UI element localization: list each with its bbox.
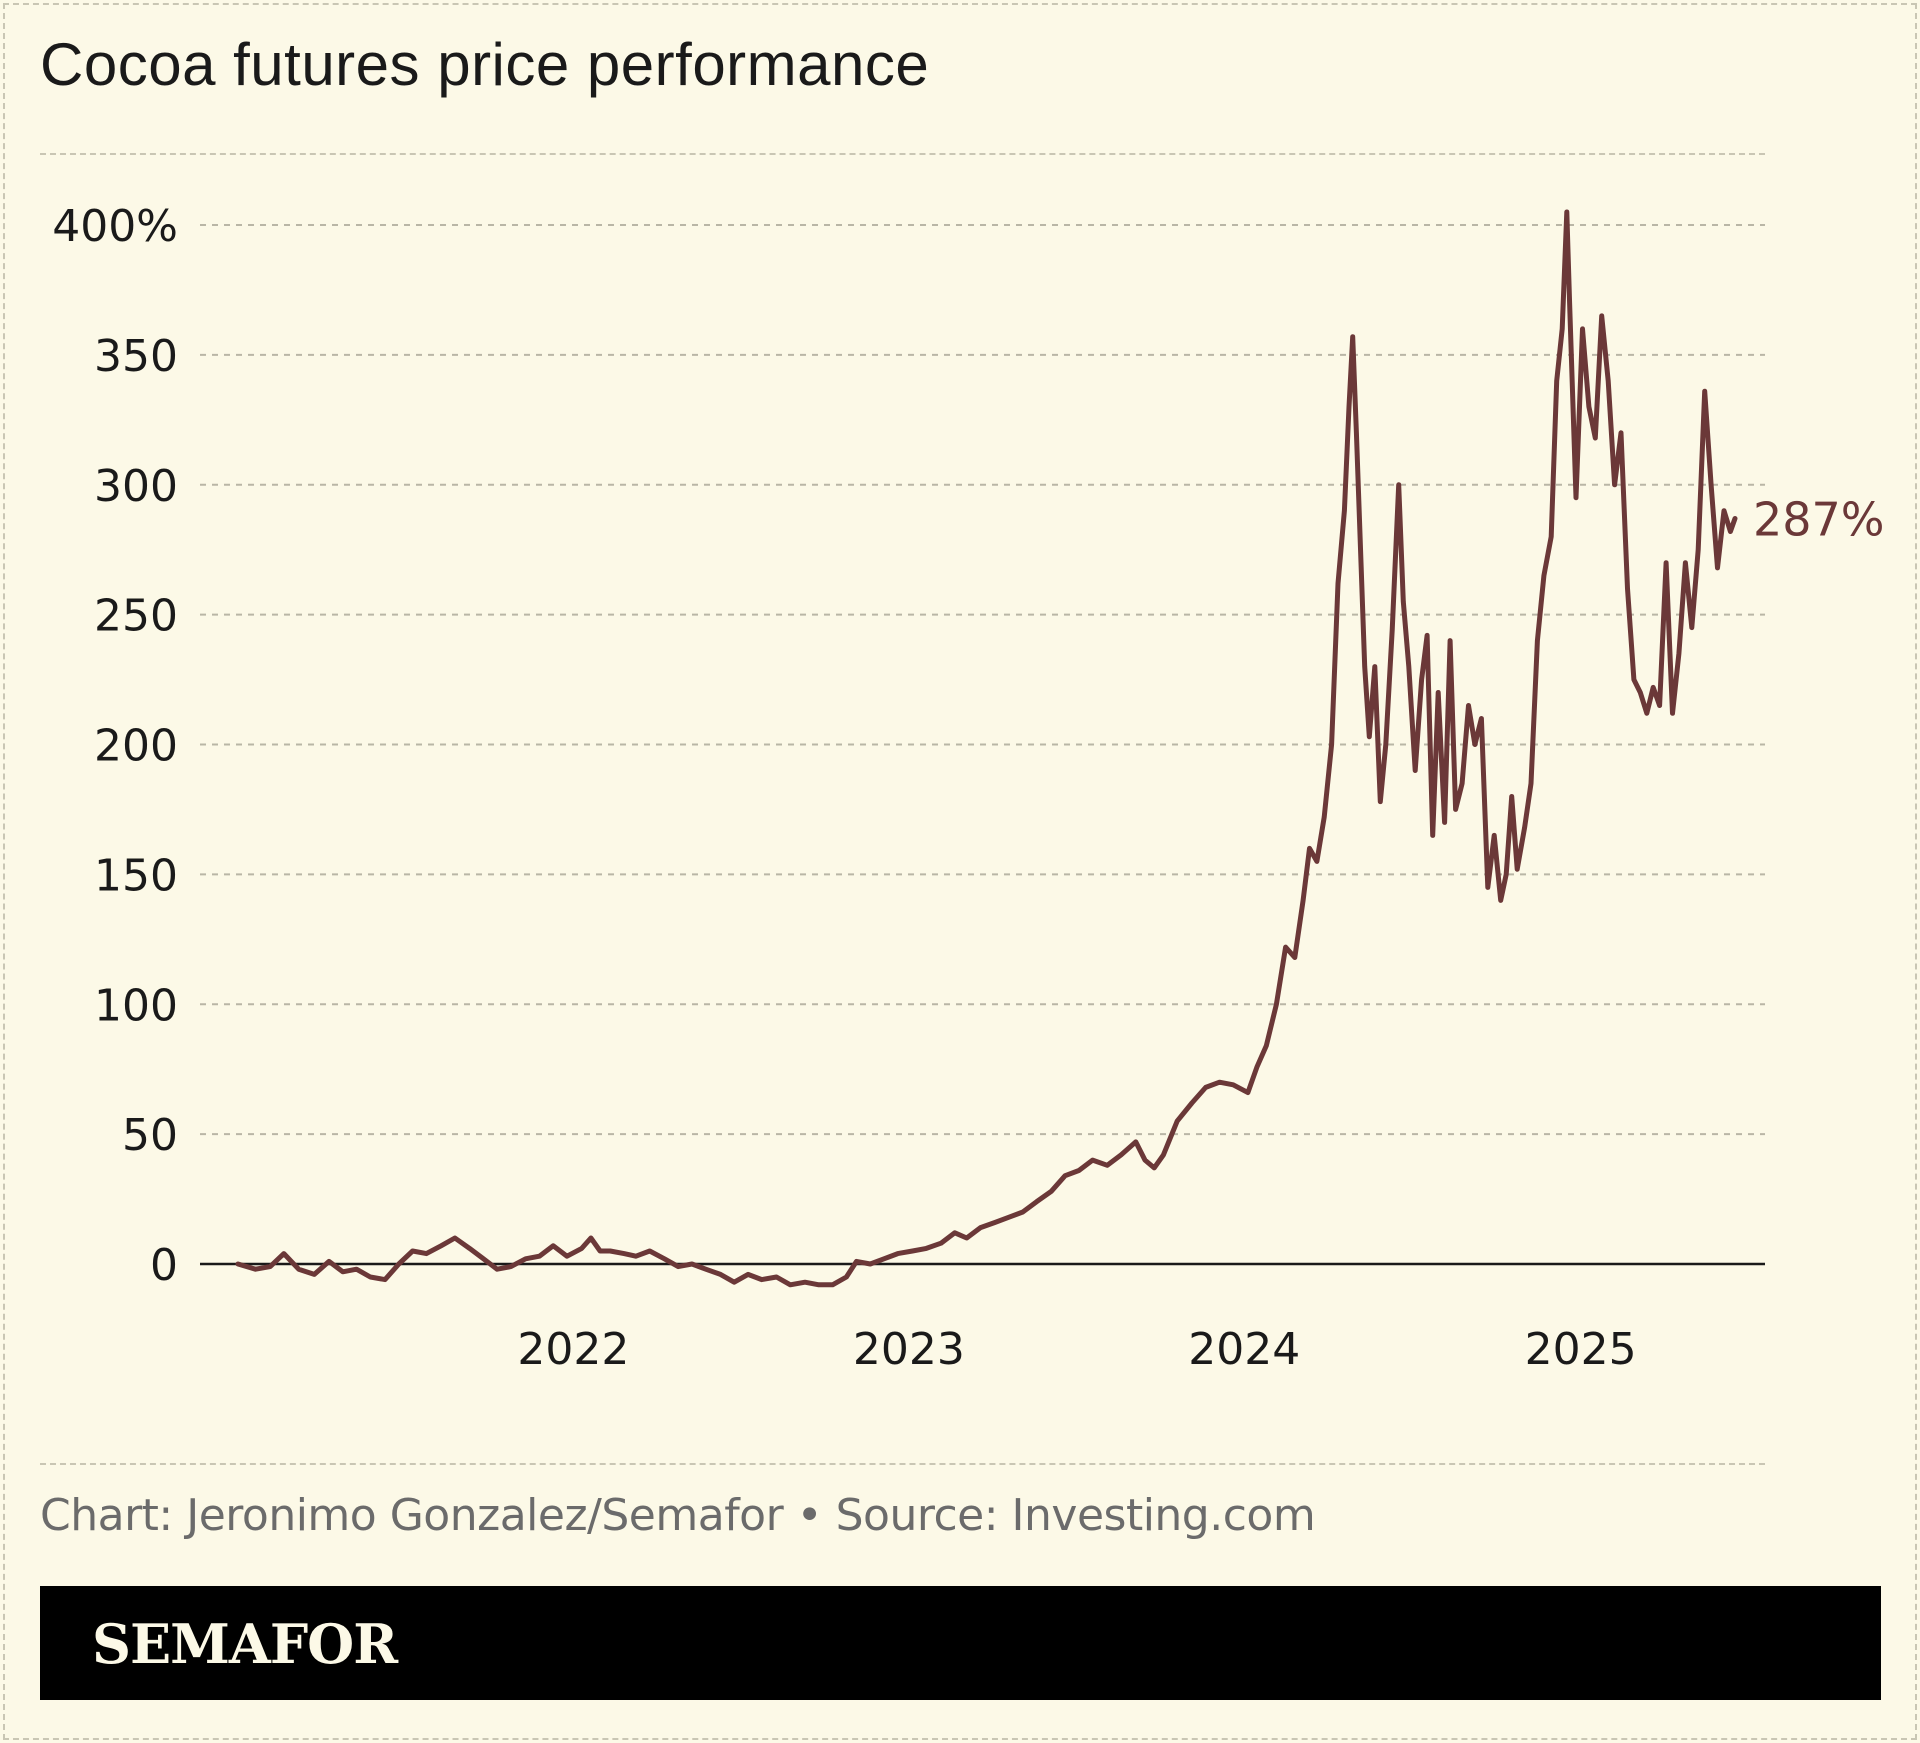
bottom-divider bbox=[40, 1463, 1765, 1465]
y-tick-label: 0 bbox=[150, 1240, 178, 1291]
x-tick-label: 2024 bbox=[1188, 1324, 1300, 1375]
top-divider bbox=[40, 153, 1765, 155]
series-line bbox=[235, 209, 1738, 1288]
y-tick-label: 50 bbox=[122, 1110, 178, 1161]
x-tick-label: 2025 bbox=[1525, 1324, 1637, 1375]
x-tick-label: 2023 bbox=[853, 1324, 965, 1375]
y-tick-label: 300 bbox=[94, 461, 178, 512]
chart-title: Cocoa futures price performance bbox=[40, 31, 930, 98]
brand-bar: SEMAFOR bbox=[40, 1586, 1881, 1700]
x-axis-ticks: 2022 2023 2024 2025 bbox=[517, 1324, 1636, 1375]
y-tick-label: 250 bbox=[94, 591, 178, 642]
y-tick-label: 100 bbox=[94, 980, 178, 1031]
chart-frame bbox=[3, 3, 1917, 1740]
y-tick-label: 400% bbox=[52, 201, 178, 252]
y-tick-label: 200 bbox=[94, 721, 178, 772]
semafor-logo: SEMAFOR bbox=[92, 1612, 398, 1676]
chart-credit: Chart: Jeronimo Gonzalez/Semafor • Sourc… bbox=[40, 1490, 1316, 1541]
y-tick-label: 350 bbox=[94, 331, 178, 382]
gridlines bbox=[200, 224, 1765, 1266]
y-tick-label: 150 bbox=[94, 850, 178, 901]
x-tick-label: 2022 bbox=[517, 1324, 629, 1375]
end-value-label: 287% bbox=[1753, 493, 1885, 547]
y-axis-ticks: 400% 350 300 250 200 150 100 50 0 bbox=[52, 201, 178, 1291]
